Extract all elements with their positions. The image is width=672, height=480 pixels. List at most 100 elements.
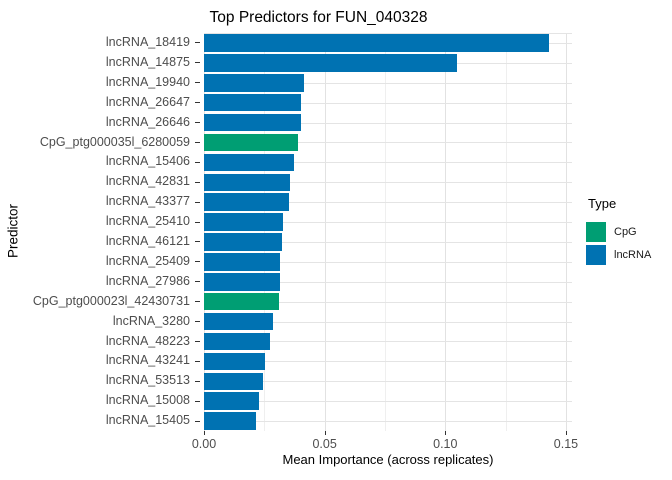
y-axis-label: lncRNA_15008 <box>105 393 190 408</box>
bar-lncRNA_26646 <box>204 113 301 132</box>
x-axis-tick <box>204 431 205 435</box>
y-axis-label: lncRNA_46121 <box>105 234 190 248</box>
x-axis-title: Mean Importance (across replicates) <box>282 452 494 467</box>
y-axis-label: CpG_ptg000035l_6280059 <box>39 134 190 149</box>
legend: Type CpG lncRNA <box>586 196 651 268</box>
y-axis-label: lncRNA_3280 <box>112 313 190 328</box>
bar-lncRNA_48223 <box>204 332 271 351</box>
y-axis-label: lncRNA_15406 <box>105 154 190 169</box>
x-axis-tick-label: 0.10 <box>433 437 458 451</box>
gridline-horizontal <box>204 341 572 343</box>
y-axis-tick <box>195 221 200 223</box>
y-axis-label: lncRNA_27986 <box>105 273 190 288</box>
y-axis-tick <box>195 122 200 124</box>
y-axis-tick <box>195 82 200 84</box>
y-axis-tick <box>195 380 200 382</box>
y-axis-tick <box>195 360 200 362</box>
gridline-horizontal <box>204 261 572 263</box>
legend-label: lncRNA <box>614 249 652 261</box>
legend-key-lncRNA <box>586 245 606 265</box>
x-axis-tick-label: 0.15 <box>553 437 579 451</box>
y-axis-tick <box>195 201 200 203</box>
y-axis-label: lncRNA_48223 <box>105 333 190 348</box>
y-axis-label: lncRNA_43377 <box>105 194 190 209</box>
gridline-horizontal <box>204 361 572 363</box>
chart-title: Top Predictors for FUN_040328 <box>209 9 428 26</box>
legend-entry-lncRNA: lncRNA <box>586 245 651 265</box>
gridline-horizontal <box>204 281 572 283</box>
legend-label: CpG <box>614 226 637 238</box>
gridline-horizontal <box>204 381 572 383</box>
y-axis-label: lncRNA_25409 <box>105 253 190 268</box>
y-axis-tick <box>195 340 200 342</box>
bar-lncRNA_26647 <box>204 93 301 112</box>
y-axis-label: lncRNA_43241 <box>105 353 190 368</box>
y-axis-label: lncRNA_25410 <box>105 214 190 229</box>
bar-CpG_ptg000035l_6280059 <box>204 133 299 152</box>
gridline-horizontal <box>204 102 572 104</box>
bar-lncRNA_18419 <box>204 34 550 52</box>
bar-lncRNA_27986 <box>204 273 280 291</box>
gridline-horizontal <box>204 142 572 144</box>
bar-lncRNA_25409 <box>204 253 281 271</box>
gridline-horizontal <box>204 401 572 403</box>
gridline-horizontal <box>204 301 572 303</box>
y-axis-label: lncRNA_14875 <box>105 54 190 69</box>
gridline-horizontal <box>204 241 572 243</box>
bar-lncRNA_19940 <box>204 74 305 92</box>
gridline-horizontal <box>204 182 572 184</box>
y-axis-label: lncRNA_19940 <box>105 74 190 89</box>
plot-panel <box>204 33 572 431</box>
gridline-minor-vertical <box>264 33 266 431</box>
y-axis-label: lncRNA_26647 <box>105 94 190 109</box>
y-axis-tick <box>195 102 200 104</box>
bar-lncRNA_25410 <box>204 213 283 231</box>
y-axis-tick <box>195 161 200 163</box>
gridline-horizontal <box>204 202 572 204</box>
y-axis-tick <box>195 281 200 283</box>
bar-CpG_ptg000023l_42430731 <box>204 292 279 311</box>
bar-lncRNA_42831 <box>204 173 290 191</box>
gridline-horizontal <box>204 82 572 84</box>
y-axis-tick <box>195 42 200 44</box>
x-axis-tick-label: 0.05 <box>312 437 337 451</box>
bar-lncRNA_3280 <box>204 312 274 331</box>
y-axis-tick <box>195 181 200 183</box>
bar-lncRNA_53513 <box>204 372 263 390</box>
y-axis-tick <box>195 261 200 263</box>
y-axis-tick <box>195 241 200 243</box>
gridline-horizontal <box>204 162 572 164</box>
legend-entry-CpG: CpG <box>586 222 651 242</box>
bar-lncRNA_46121 <box>204 233 282 251</box>
bar-lncRNA_15405 <box>204 412 257 430</box>
y-axis-label: lncRNA_42831 <box>105 174 190 189</box>
gridline-minor-vertical <box>505 33 507 431</box>
y-axis-tick <box>195 400 200 402</box>
bar-lncRNA_14875 <box>204 54 458 72</box>
gridline-major-vertical <box>204 33 205 431</box>
x-axis-tick-label: 0.00 <box>191 437 217 451</box>
gridline-horizontal <box>204 222 572 224</box>
legend-title: Type <box>588 196 617 211</box>
y-axis-label: lncRNA_15405 <box>105 413 190 428</box>
bar-lncRNA_43241 <box>204 352 265 371</box>
bar-lncRNA_43377 <box>204 193 290 211</box>
y-axis-tick <box>195 321 200 323</box>
y-axis-label: lncRNA_18419 <box>105 35 190 49</box>
gridline-horizontal <box>204 122 572 124</box>
gridline-horizontal <box>204 321 572 323</box>
legend-entries: CpG lncRNA <box>586 222 651 265</box>
gridline-horizontal <box>204 33 572 34</box>
y-axis-label: lncRNA_53513 <box>105 373 190 388</box>
y-axis-label: lncRNA_26646 <box>105 114 190 129</box>
y-axis-tick <box>195 141 200 143</box>
y-axis-tick <box>195 420 200 422</box>
x-axis-tick <box>324 431 326 435</box>
bar-lncRNA_15008 <box>204 392 259 410</box>
gridline-horizontal <box>204 421 572 423</box>
x-axis-tick <box>445 431 447 435</box>
y-axis-label: CpG_ptg000023l_42430731 <box>32 293 190 308</box>
x-axis-tick <box>565 431 567 435</box>
gridline-major-vertical <box>324 33 326 431</box>
